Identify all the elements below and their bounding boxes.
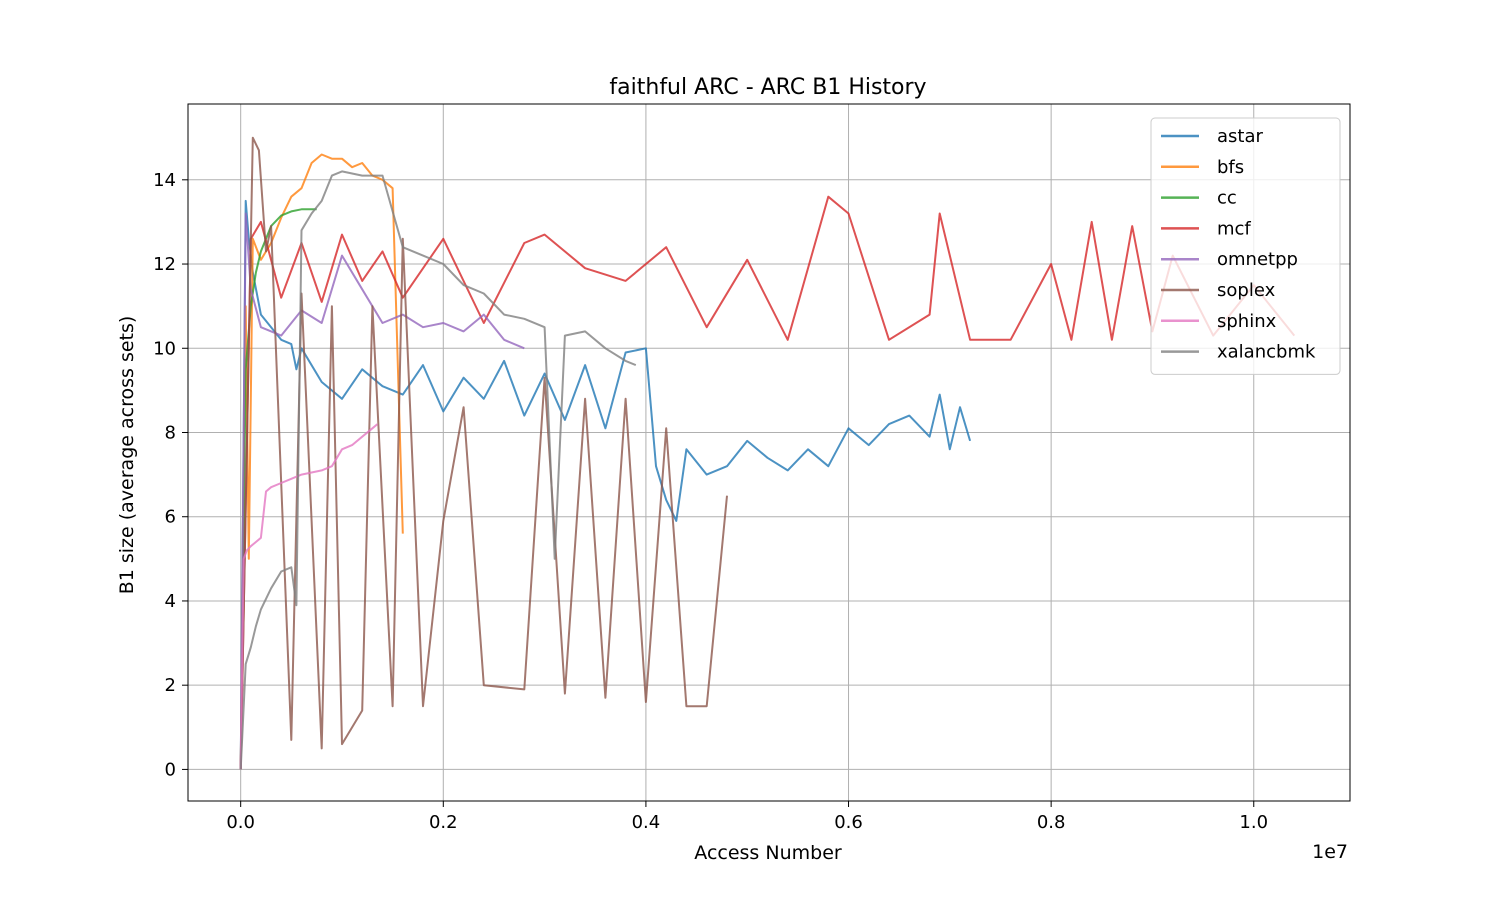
y-tick-label: 2 [165,675,176,696]
x-tick-label: 0.6 [834,812,863,833]
series-line-sphinx [239,423,379,770]
legend-label-cc: cc [1217,188,1237,209]
series-line-omnetpp [239,212,525,770]
legend: astar bfs cc mcf omnetpp soplex sphinx xalancbm… [1150,117,1341,375]
chart-title: faithful ARC - ARC B1 History [609,75,926,100]
x-axis-label: Access Number [694,842,842,864]
y-tick-label: 4 [165,591,176,612]
legend-box [1150,117,1341,375]
legend-label-astar: astar [1217,126,1263,147]
y-tick-label: 14 [153,170,176,191]
series-line-xalancbmk [239,170,637,770]
y-axis-label: B1 size (average across sets) [116,316,138,595]
plot-frame [187,103,1351,802]
legend-label-xalancbmk: xalancbmk [1217,342,1316,363]
series-line-soplex [239,136,728,770]
series-line-astar [239,199,972,770]
x-tick-label: 0.4 [632,812,661,833]
y-tick-label: 8 [165,422,176,443]
y-tick-label: 12 [153,254,176,275]
y-tick-label: 10 [153,338,176,359]
legend-label-sphinx: sphinx [1217,311,1277,332]
y-axis: 0 2 4 6 8 10 12 14 [153,170,188,780]
series-line-mcf [239,195,1296,770]
legend-label-bfs: bfs [1217,157,1244,178]
x-tick-label: 0.0 [226,812,255,833]
x-axis-offset-label: 1e7 [1312,841,1348,863]
y-tick-label: 0 [165,759,176,780]
y-tick-label: 6 [165,507,176,528]
legend-label-omnetpp: omnetpp [1217,249,1298,270]
legend-label-mcf: mcf [1217,218,1251,239]
x-axis: 0.0 0.2 0.4 0.6 0.8 1.0 [226,801,1268,833]
x-tick-label: 0.8 [1037,812,1066,833]
legend-label-soplex: soplex [1217,280,1276,301]
series-layer [239,136,1296,770]
grid [188,104,1350,801]
x-tick-label: 1.0 [1239,812,1268,833]
x-tick-label: 0.2 [429,812,458,833]
